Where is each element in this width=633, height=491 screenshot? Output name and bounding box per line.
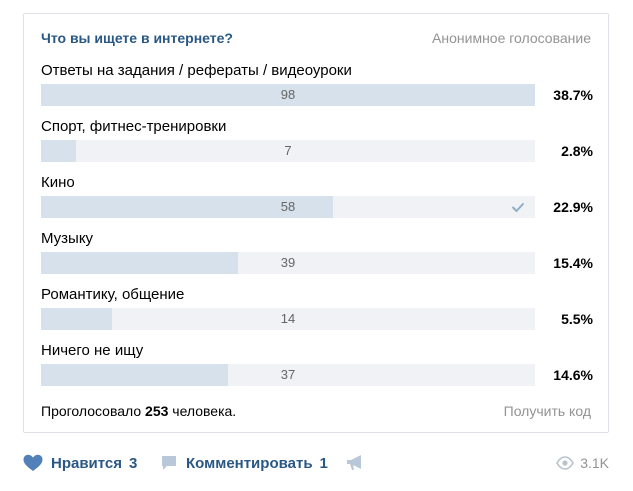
option-label: Спорт, фитнес-тренировки [41, 118, 227, 135]
anonymous-label: Анонимное голосование [432, 30, 591, 46]
option-bar[interactable]: 58 [41, 196, 535, 218]
option-percent: 22.9% [553, 199, 593, 215]
eye-icon [556, 456, 575, 470]
option-count: 58 [280, 199, 296, 214]
checkmark-icon [512, 203, 524, 212]
poll-footer: Проголосовало 253 человека. Получить код [41, 402, 591, 422]
voters-count: 253 [145, 403, 169, 419]
option-percent: 5.5% [561, 311, 593, 327]
poll-option[interactable]: Спорт, фитнес-тренировки 7 2.8% [41, 118, 593, 174]
option-bar-fill [41, 308, 112, 330]
option-count: 14 [280, 311, 296, 326]
voters-prefix: Проголосовало [41, 403, 142, 419]
poll-header: Что вы ищете в интернете? Анонимное голо… [41, 29, 591, 49]
option-label: Романтику, общение [41, 286, 185, 303]
voters-summary: Проголосовало 253 человека. [41, 402, 236, 420]
poll-title[interactable]: Что вы ищете в интернете? [41, 30, 233, 46]
option-bar-fill [41, 196, 334, 218]
option-count: 37 [280, 367, 296, 382]
views-count: 3.1K [580, 455, 609, 471]
option-percent: 14.6% [553, 367, 593, 383]
option-bar[interactable]: 14 [41, 308, 535, 330]
option-bar[interactable]: 98 [41, 84, 535, 106]
comment-count: 1 [319, 454, 328, 472]
option-label: Ничего не ищу [41, 342, 144, 359]
voters-suffix: человека. [172, 403, 237, 419]
option-bar[interactable]: 37 [41, 364, 535, 386]
option-percent: 15.4% [553, 255, 593, 271]
option-count: 39 [280, 255, 296, 270]
option-bar[interactable]: 39 [41, 252, 535, 274]
option-percent: 38.7% [553, 87, 593, 103]
poll-options: Ответы на задания / рефераты / видеоурок… [41, 62, 593, 398]
heart-icon [23, 454, 43, 471]
post-actions: Нравится 3 Комментировать 1 3.1K [23, 452, 609, 474]
poll-option[interactable]: Ответы на задания / рефераты / видеоурок… [41, 62, 593, 118]
comment-label: Комментировать [186, 454, 313, 472]
poll-option[interactable]: Кино 58 22.9% [41, 174, 593, 230]
get-code-link[interactable]: Получить код [503, 403, 591, 419]
option-bar-fill [41, 84, 535, 106]
option-count: 98 [280, 87, 296, 102]
megaphone-icon [347, 455, 361, 470]
poll-card: Что вы ищете в интернете? Анонимное голо… [23, 13, 609, 433]
comment-icon [162, 456, 176, 470]
option-bar-fill [41, 364, 228, 386]
poll-option[interactable]: Романтику, общение 14 5.5% [41, 286, 593, 342]
option-bar-fill [41, 252, 238, 274]
like-button[interactable]: Нравится 3 [23, 452, 137, 474]
option-label: Кино [41, 174, 75, 191]
share-button[interactable] [346, 452, 366, 474]
option-percent: 2.8% [561, 143, 593, 159]
like-count: 3 [129, 454, 138, 472]
poll-option[interactable]: Ничего не ищу 37 14.6% [41, 342, 593, 398]
option-bar[interactable]: 7 [41, 140, 535, 162]
option-bar-fill [41, 140, 77, 162]
views-counter: 3.1K [556, 452, 609, 474]
option-count: 7 [284, 143, 292, 158]
option-label: Ответы на задания / рефераты / видеоурок… [41, 62, 352, 79]
comment-button[interactable]: Комментировать 1 [160, 452, 328, 474]
option-label: Музыку [41, 230, 94, 247]
poll-option[interactable]: Музыку 39 15.4% [41, 230, 593, 286]
like-label: Нравится [51, 454, 123, 472]
